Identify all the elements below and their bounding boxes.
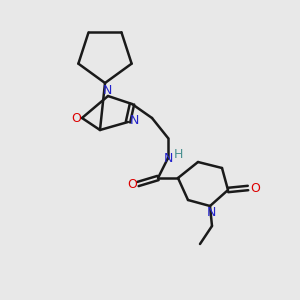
Text: N: N — [102, 85, 112, 98]
Text: H: H — [173, 148, 183, 161]
Text: N: N — [206, 206, 216, 218]
Text: O: O — [250, 182, 260, 194]
Text: N: N — [129, 115, 139, 128]
Text: N: N — [163, 152, 173, 164]
Text: O: O — [127, 178, 137, 190]
Text: O: O — [71, 112, 81, 124]
